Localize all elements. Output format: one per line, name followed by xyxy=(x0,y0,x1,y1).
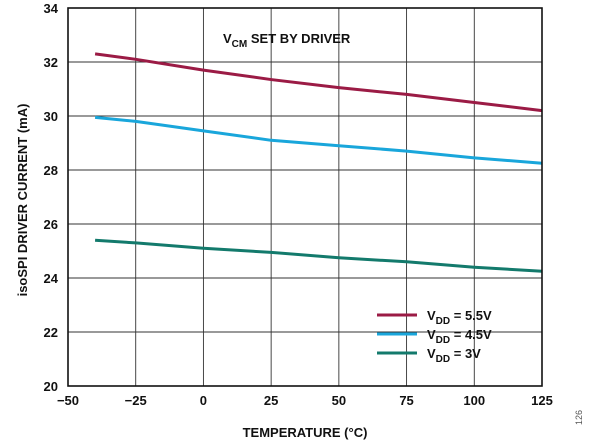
series-layer xyxy=(94,52,543,273)
x-tick-label: 50 xyxy=(332,393,346,408)
y-tick-label: 24 xyxy=(44,271,59,286)
grid xyxy=(67,7,543,387)
series-line-2 xyxy=(94,238,543,273)
x-tick-label: 0 xyxy=(200,393,207,408)
series-line-0 xyxy=(94,52,543,113)
y-axis-label: isoSPI DRIVER CURRENT (mA) xyxy=(15,104,30,297)
x-tick-label: 25 xyxy=(264,393,278,408)
y-tick-label: 20 xyxy=(44,379,58,394)
x-axis-label: TEMPERATURE (°C) xyxy=(243,425,368,440)
x-tick-label: 100 xyxy=(463,393,485,408)
plot-frame xyxy=(67,7,543,387)
x-tick-label: −25 xyxy=(125,393,147,408)
legend-label: VDD = 4.5V xyxy=(427,327,492,346)
x-tick-label: −50 xyxy=(57,393,79,408)
x-tick-labels: −50 −25 0 25 50 75 100 125 xyxy=(57,393,553,408)
annotation-subscript: CM xyxy=(232,39,248,50)
y-tick-label: 28 xyxy=(44,163,58,178)
annotation-tail: SET BY DRIVER xyxy=(247,31,351,46)
annotation-main: V xyxy=(223,31,232,46)
x-tick-label: 75 xyxy=(399,393,413,408)
figure-number: 126 xyxy=(574,410,584,425)
legend-label: VDD = 3V xyxy=(427,346,481,365)
y-tick-label: 32 xyxy=(44,55,58,70)
y-tick-labels: 20 22 24 26 28 30 32 34 xyxy=(44,1,59,394)
y-tick-label: 22 xyxy=(44,325,58,340)
x-tick-label: 125 xyxy=(531,393,553,408)
series-line-1 xyxy=(94,115,543,165)
y-tick-label: 26 xyxy=(44,217,58,232)
chart-annotation: VCM SET BY DRIVER xyxy=(223,31,351,50)
y-tick-label: 34 xyxy=(44,1,59,16)
y-tick-label: 30 xyxy=(44,109,58,124)
legend-label: VDD = 5.5V xyxy=(427,308,492,327)
